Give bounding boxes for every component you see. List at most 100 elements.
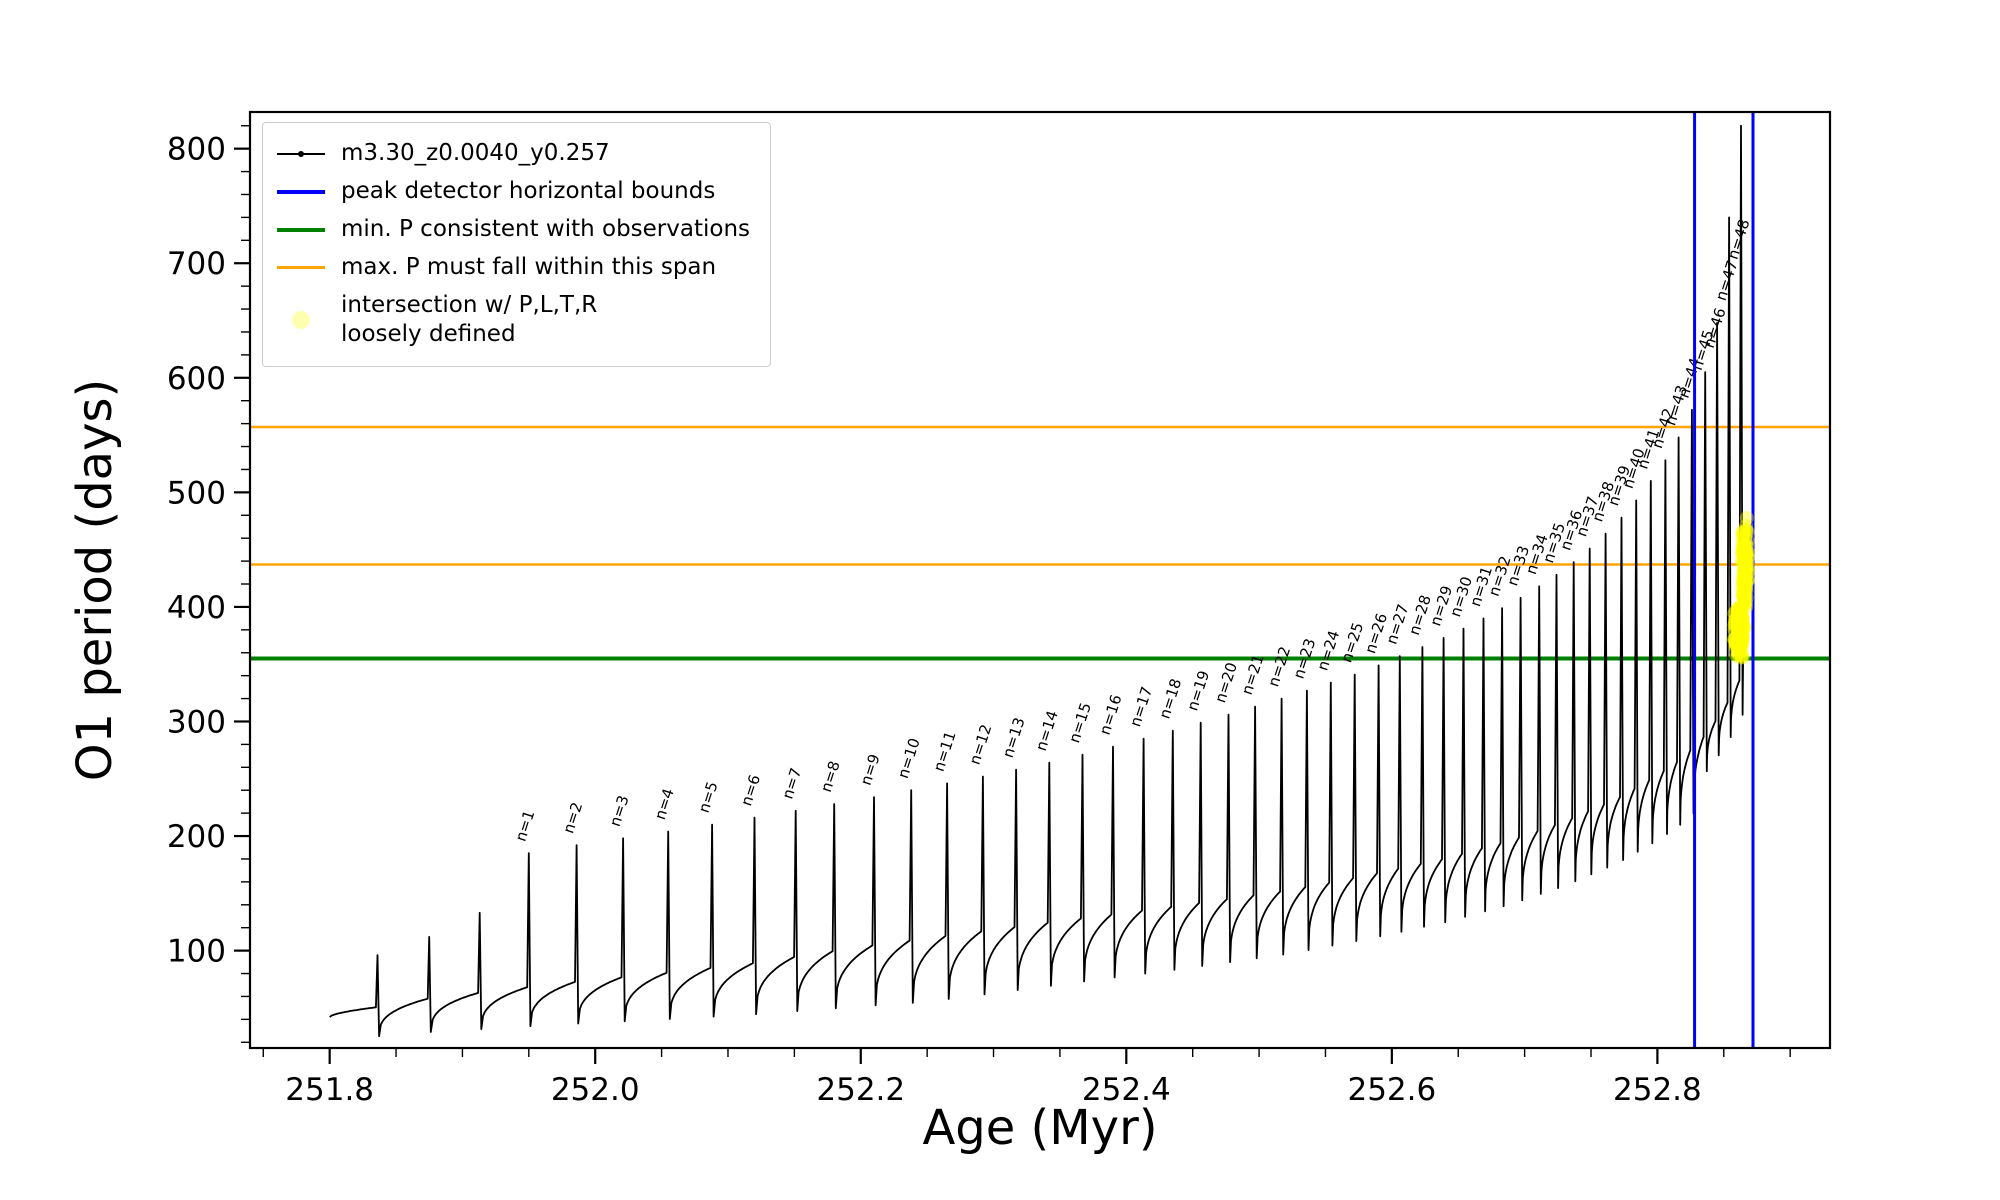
intersection-point xyxy=(1735,616,1750,631)
intersection-point xyxy=(1731,614,1746,629)
intersection-point xyxy=(1735,634,1750,649)
intersection-point xyxy=(1735,588,1750,602)
spike-label: n=5 xyxy=(695,779,722,815)
intersection-point xyxy=(1738,584,1753,598)
intersection-point xyxy=(1737,577,1752,592)
intersection-point xyxy=(1734,635,1749,650)
intersection-point xyxy=(1736,575,1751,590)
intersection-point xyxy=(1737,540,1752,555)
spike-label: n=3 xyxy=(606,793,633,829)
intersection-point xyxy=(1739,551,1754,565)
intersection-point xyxy=(1727,606,1742,621)
intersection-point xyxy=(1737,620,1752,635)
spike-label: n=7 xyxy=(778,766,805,802)
intersection-point xyxy=(1733,619,1748,634)
intersection-point xyxy=(1739,584,1754,599)
intersection-point xyxy=(1731,606,1746,621)
y-axis-label: O1 period (days) xyxy=(67,378,123,782)
intersection-point xyxy=(1736,630,1751,645)
intersection-point xyxy=(1739,518,1753,533)
intersection-point xyxy=(1734,620,1749,635)
spike-label: n=46 xyxy=(1700,306,1730,351)
y-tick-label: 400 xyxy=(167,590,226,626)
intersection-point xyxy=(1730,611,1745,626)
intersection-point xyxy=(1738,542,1753,557)
intersection-point xyxy=(1739,538,1754,553)
spike-label: n=11 xyxy=(930,729,960,774)
intersection-point xyxy=(1737,583,1752,598)
y-tick-label: 200 xyxy=(167,819,226,855)
intersection-point xyxy=(1731,601,1745,616)
intersection-point xyxy=(1734,614,1749,629)
intersection-point xyxy=(1737,569,1752,584)
intersection-point xyxy=(1735,632,1750,647)
intersection-point xyxy=(1740,551,1755,565)
intersection-point xyxy=(1735,635,1750,650)
y-tick-label: 500 xyxy=(167,475,226,511)
intersection-point xyxy=(1741,563,1756,578)
intersection-point xyxy=(1729,611,1744,626)
intersection-point xyxy=(1731,601,1746,616)
intersection-point xyxy=(1729,634,1744,649)
intersection-point xyxy=(1739,600,1753,615)
intersection-point xyxy=(1740,565,1755,580)
intersection-point xyxy=(1735,617,1750,632)
intersection-point xyxy=(1728,636,1743,651)
intersection-point xyxy=(1727,632,1741,647)
intersection-point xyxy=(1738,555,1753,569)
intersection-point xyxy=(1735,648,1749,663)
y-tick-label: 100 xyxy=(167,934,226,970)
intersection-point xyxy=(1734,624,1749,639)
intersection-point xyxy=(1728,616,1742,631)
intersection-point xyxy=(1734,616,1748,631)
spike-label: n=12 xyxy=(966,722,996,767)
intersection-point xyxy=(1732,620,1747,635)
legend-label-min-p: min. P consistent with observations xyxy=(341,215,751,242)
intersection-point xyxy=(1731,635,1746,649)
intersection-point xyxy=(1737,594,1752,609)
intersection-point xyxy=(1727,622,1742,637)
intersection-point xyxy=(1734,638,1749,653)
intersection-point xyxy=(1734,629,1749,644)
intersection-point xyxy=(1738,572,1752,587)
intersection-point xyxy=(1735,612,1750,627)
intersection-point xyxy=(1740,559,1755,574)
intersection-point xyxy=(1733,634,1748,649)
intersection-point xyxy=(1731,630,1746,645)
x-axis: 251.8 252.0 252.2 252.4 252.6 252.8 xyxy=(262,1048,1791,1108)
intersection-point xyxy=(1731,647,1746,662)
intersection-point xyxy=(1733,613,1748,628)
intersection-point xyxy=(1735,546,1750,561)
intersection-point xyxy=(1738,558,1753,573)
legend: m3.30_z0.0040_y0.257 peak detector horiz… xyxy=(262,122,772,368)
intersection-point xyxy=(1731,619,1746,634)
intersection-point xyxy=(1732,615,1747,630)
intersection-point xyxy=(1736,588,1751,603)
intersection-point xyxy=(1730,631,1745,646)
y-axis: 100 200 300 400 500 600 700 800 xyxy=(167,125,250,1043)
spike-label: n=24 xyxy=(1313,628,1343,673)
intersection-point xyxy=(1735,588,1750,603)
intersection-point xyxy=(1737,585,1752,600)
intersection-point xyxy=(1735,627,1750,641)
intersection-point xyxy=(1734,630,1749,645)
intersection-point xyxy=(1730,615,1745,630)
intersection-point xyxy=(1733,637,1748,652)
intersection-point xyxy=(1738,559,1752,574)
legend-item-peak-bounds: peak detector horizontal bounds xyxy=(277,173,750,211)
legend-label-series: m3.30_z0.0040_y0.257 xyxy=(341,140,610,166)
intersection-point xyxy=(1730,646,1745,661)
intersection-point xyxy=(1739,510,1754,525)
intersection-point xyxy=(1735,555,1750,570)
intersection-point xyxy=(1731,611,1746,626)
intersection-point xyxy=(1740,533,1755,548)
intersection-point xyxy=(1730,627,1745,641)
y-tick-label: 800 xyxy=(167,132,226,168)
intersection-point xyxy=(1731,617,1746,632)
y-tick-label: 600 xyxy=(167,361,226,397)
legend-item-min-p: min. P consistent with observations xyxy=(277,211,750,249)
spike-label: n=14 xyxy=(1032,708,1062,753)
intersection-point xyxy=(1729,621,1744,636)
intersection-point xyxy=(1737,574,1752,589)
